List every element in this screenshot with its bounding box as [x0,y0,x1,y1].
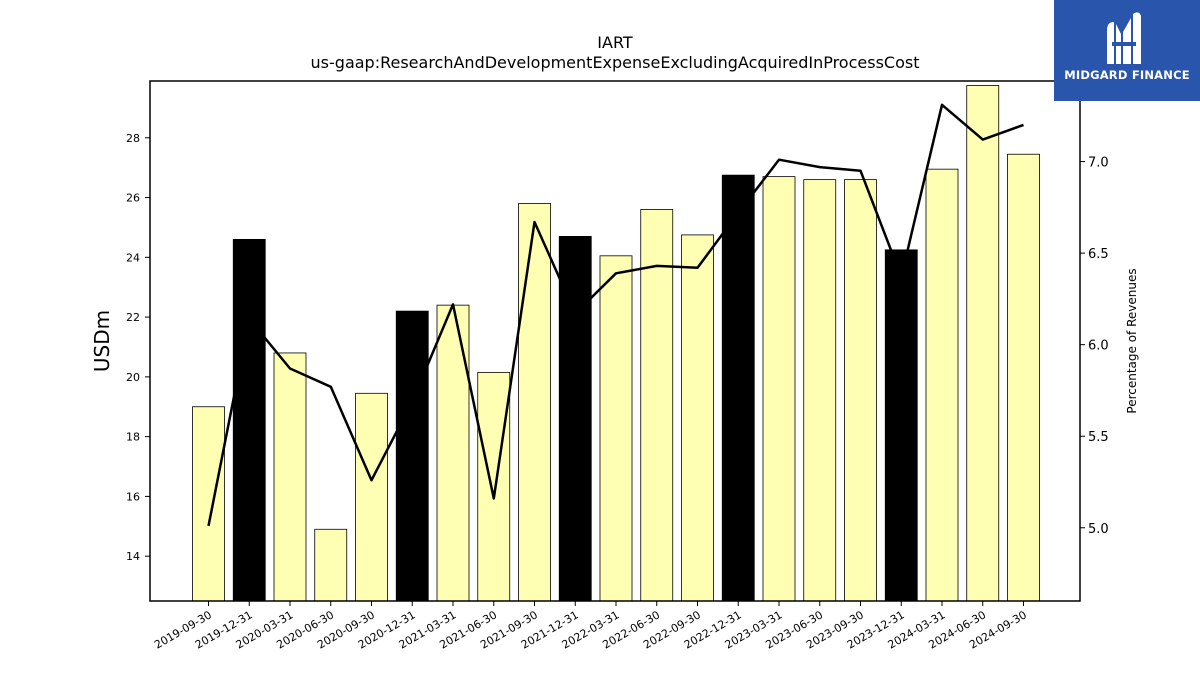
y2-tick-label: 5.5 [1088,430,1109,445]
bar-2022-06-30 [640,209,674,602]
y2-tick-label: 7.0 [1088,156,1109,171]
left-axis: 14 16 18 20 22 24 26 28 [126,132,150,563]
plot-frame [149,80,1081,602]
bar-2024-06-30 [966,85,1000,602]
y-tick-label: 18 [126,431,140,444]
bar-2020-03-31 [273,352,307,602]
y2-tick-label: 5.0 [1088,522,1109,537]
line-layer [207,103,1024,527]
y-tick-label: 28 [126,132,140,145]
bar-2023-09-30 [844,179,877,602]
y-axis-label: USDm [90,310,114,372]
right-axis: 5.0 5.5 6.0 6.5 7.0 [1080,156,1109,537]
logo-text: MIDGARD FINANCE [1064,68,1190,82]
bar-2021-06-30 [477,371,511,602]
bar-2020-06-30 [314,528,348,602]
y-tick-label: 16 [126,490,140,503]
y2-tick-label: 6.5 [1088,247,1109,262]
x-axis: 2019-09-302019-12-312020-03-312020-06-30… [152,601,1029,652]
bar-2022-12-31 [721,174,755,602]
y-tick-label: 14 [126,550,140,563]
bar-2021-03-31 [436,304,470,602]
y-tick-label: 26 [126,192,140,205]
chart-subtitle: us-gaap:ResearchAndDevelopmentExpenseExc… [311,53,920,72]
bar-2023-03-31 [762,176,796,602]
y-tick-label: 22 [126,311,140,324]
bar-2022-09-30 [681,234,714,602]
y2-axis-label: Percentage of Revenues [1125,268,1139,413]
bar-2024-09-30 [1007,153,1040,602]
midgard-logo-icon [1107,12,1141,64]
bar-2021-09-30 [518,203,551,602]
chart-title: IART [597,33,633,52]
bar-2024-03-31 [925,168,959,602]
percentage-line [207,103,1024,527]
bar-group [192,85,1040,602]
y-tick-label: 20 [126,371,140,384]
y-tick-label: 24 [126,251,140,264]
bar-2022-03-31 [599,255,633,602]
bar-2021-12-31 [558,236,592,602]
brand-logo: MIDGARD FINANCE [1054,0,1200,101]
bar-2020-12-31 [395,310,429,602]
bar-2019-09-30 [192,406,225,602]
bar-2019-12-31 [232,238,266,602]
y2-tick-label: 6.0 [1088,339,1109,354]
bar-2020-09-30 [355,392,388,602]
bar-2023-12-31 [884,249,918,602]
bar-2023-06-30 [803,179,837,602]
